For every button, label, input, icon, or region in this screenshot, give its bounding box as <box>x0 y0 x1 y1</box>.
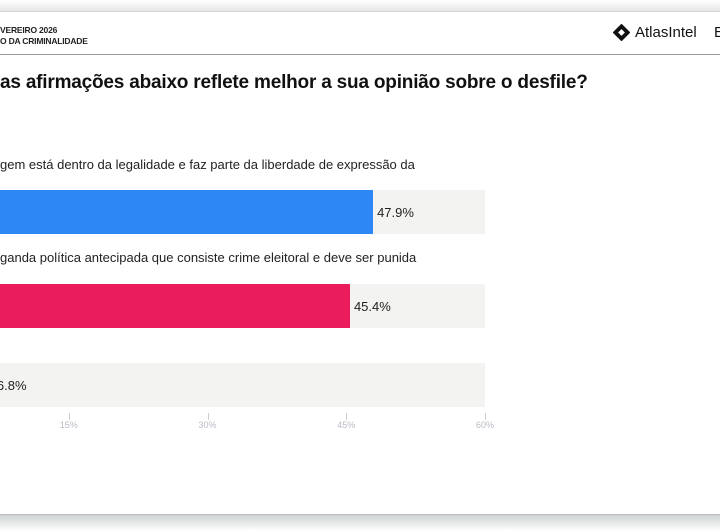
bar <box>0 284 350 328</box>
atlas-diamond-icon <box>613 24 630 41</box>
axis-tick-label: 15% <box>59 420 78 430</box>
header-divider <box>0 54 720 55</box>
axis-tick <box>485 413 486 420</box>
value-label: 47.9% <box>377 205 414 220</box>
window-top-edge <box>0 0 720 12</box>
axis-tick <box>68 413 70 420</box>
axis-tick-label: 45% <box>337 420 356 430</box>
report-subject: O DA CRIMINALIDADE <box>0 36 88 46</box>
axis-tick-label: 60% <box>475 420 495 430</box>
category-label: gem está dentro da legalidade e faz part… <box>0 157 415 172</box>
bar-track <box>0 363 485 407</box>
atlasintel-logo: AtlasIntel <box>613 24 697 41</box>
axis-tick <box>346 413 348 420</box>
value-label: 45.4% <box>353 299 391 314</box>
axis-tick <box>207 413 209 420</box>
window-bottom-edge <box>0 514 720 531</box>
value-label: 6.8% <box>0 378 27 393</box>
axis-tick-label: 30% <box>198 420 217 430</box>
bar <box>0 190 374 234</box>
report-date: VEREIRO 2026 <box>0 25 58 35</box>
cut-off-text: E <box>714 24 720 41</box>
brand-name: AtlasIntel <box>635 24 697 41</box>
category-label: ganda política antecipada que consiste c… <box>0 250 417 265</box>
chart-title: as afirmações abaixo reflete melhor a su… <box>0 72 588 93</box>
